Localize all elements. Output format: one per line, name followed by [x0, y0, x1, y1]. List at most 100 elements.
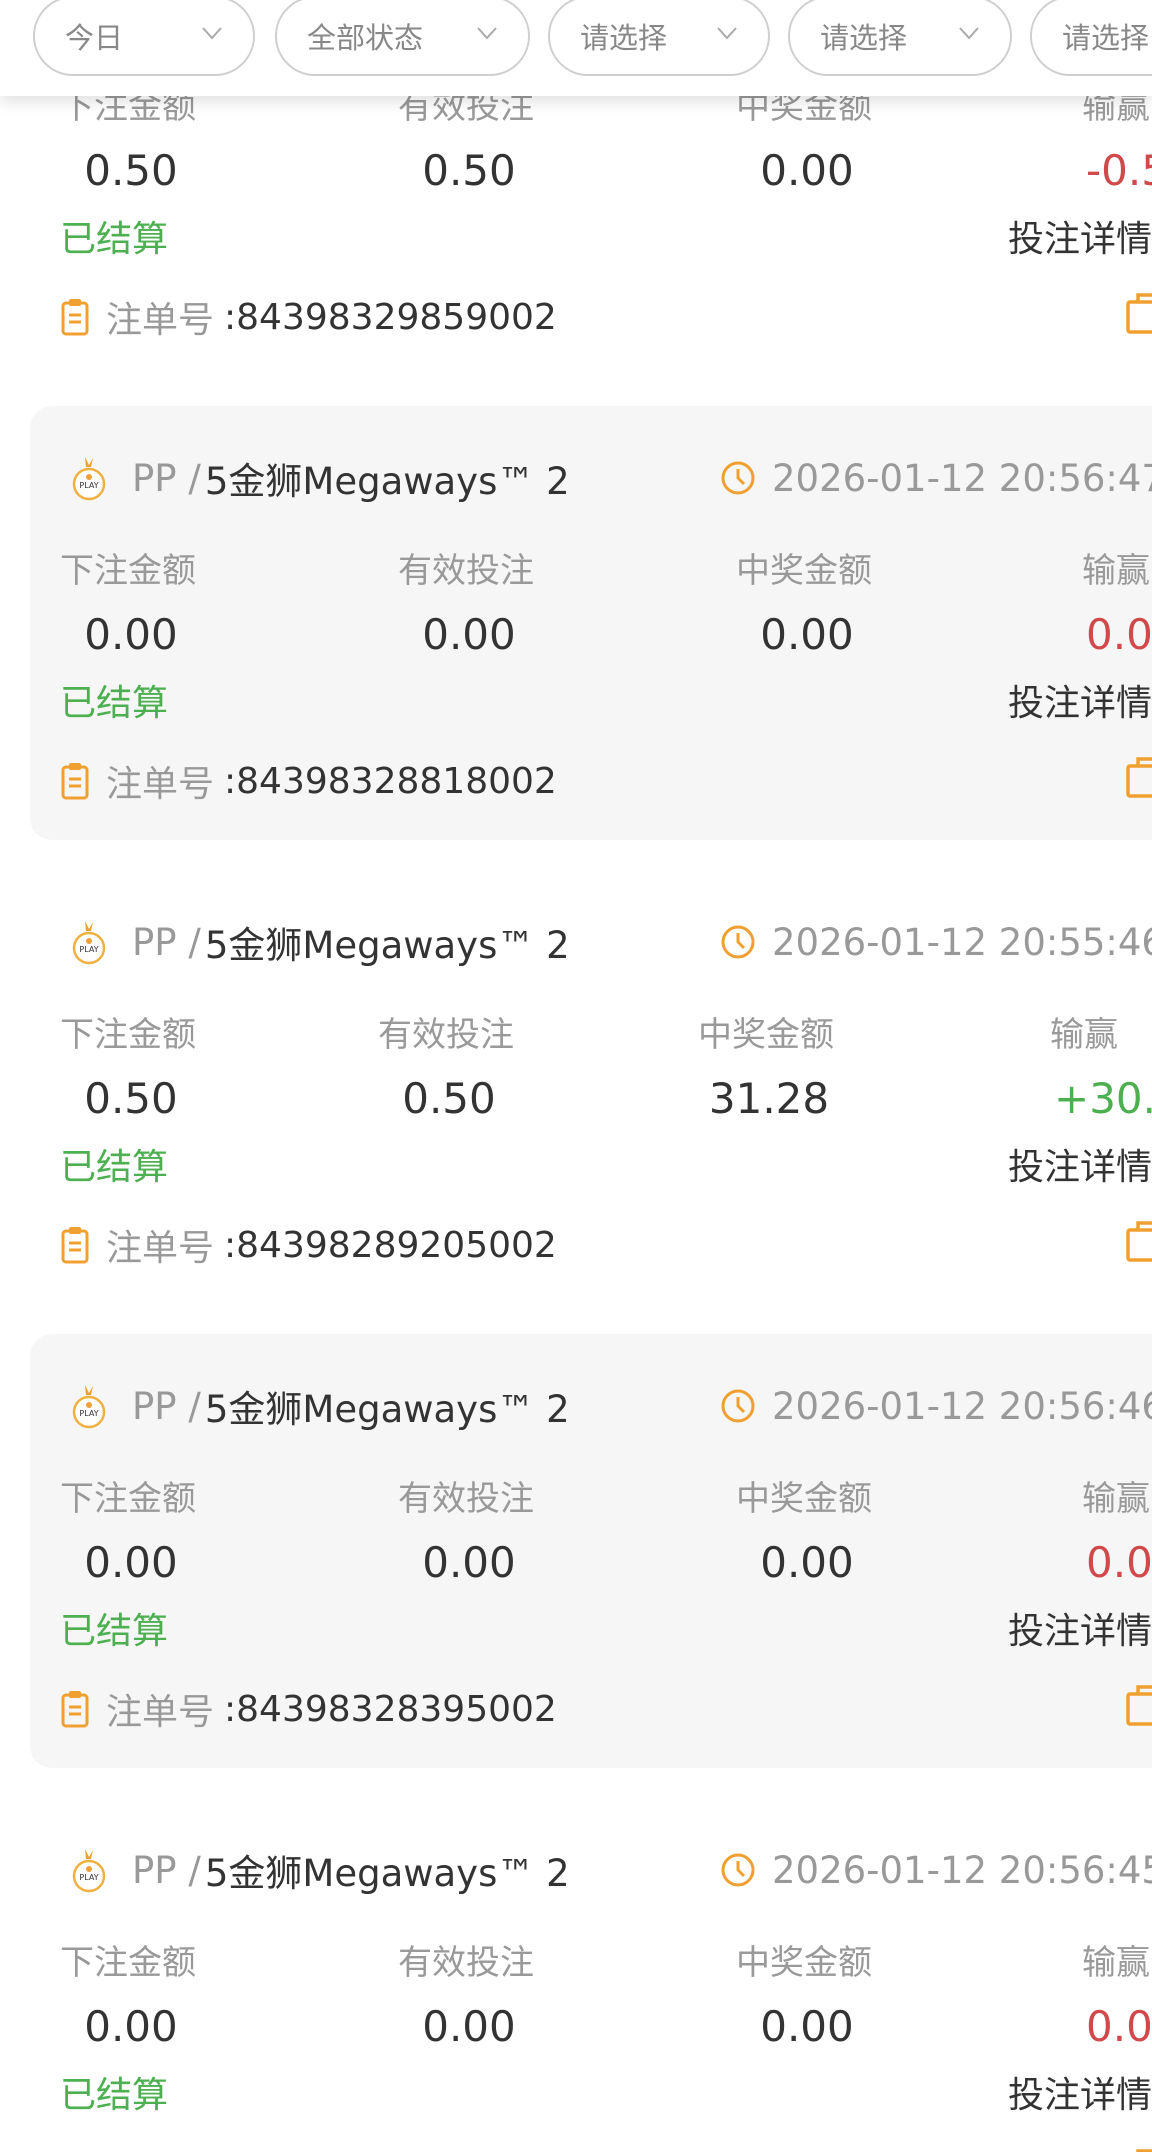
bet-record-card: PLAY PP / 5金狮Megaways™ 2 2026-01-12 20:5…: [30, 870, 1152, 1304]
clock-icon: [721, 1389, 755, 1423]
bet-time-text: 2026-01-12 20:56:47: [772, 456, 1152, 500]
win-amount-label: 中奖金额: [736, 1479, 872, 1519]
pragmatic-play-logo-icon: PLAY: [72, 1385, 106, 1429]
bet-amount-label: 下注金额: [60, 96, 196, 127]
win-amount-value: 0.00: [760, 146, 854, 195]
provider-name: PP /: [132, 1848, 201, 1892]
bet-amount-label: 下注金额: [60, 1015, 196, 1055]
win-amount-value: 0.00: [760, 2002, 854, 2051]
bet-detail-link[interactable]: 投注详情: [1008, 1147, 1152, 1188]
bet-amount-value: 0.50: [84, 1074, 178, 1123]
game-name: 5金狮Megaways™ 2: [204, 460, 570, 503]
order-number-label: 注单号: [106, 1692, 215, 1733]
copy-icon[interactable]: [1126, 2148, 1152, 2152]
filter-dropdown-2[interactable]: 全部状态: [275, 0, 530, 76]
valid-bet-value: 0.00: [422, 1538, 516, 1587]
bet-amount-value: 0.00: [84, 1538, 178, 1587]
profit-loss-label: 输赢: [1082, 1943, 1150, 1983]
bet-record-card: PLAY PP / 5金狮Megaways™ 2 2026-01-12 20:5…: [30, 406, 1152, 840]
filter-dropdown-4[interactable]: 请选择: [788, 0, 1012, 76]
bet-amount-label: 下注金额: [60, 1479, 196, 1519]
win-amount-value: 31.28: [708, 1074, 830, 1123]
game-title: PLAY PP / 5金狮Megaways™ 2: [70, 920, 570, 967]
pragmatic-play-logo-icon: PLAY: [72, 921, 106, 965]
win-amount-label: 中奖金额: [736, 551, 872, 591]
win-amount-label: 中奖金额: [736, 96, 872, 127]
filter-dropdown-3[interactable]: 请选择: [548, 0, 770, 76]
copy-icon[interactable]: [1126, 292, 1152, 334]
bet-time-text: 2026-01-12 20:55:46: [772, 920, 1152, 964]
win-amount-label: 中奖金额: [736, 1943, 872, 1983]
profit-loss-value: 0.00: [1086, 1538, 1152, 1587]
bet-detail-link[interactable]: 投注详情: [1008, 219, 1152, 260]
svg-text:PLAY: PLAY: [79, 1873, 98, 1882]
bet-amount-value: 0.00: [84, 610, 178, 659]
clock-icon: [721, 1853, 755, 1887]
filter-label: 请选择: [820, 21, 908, 55]
profit-loss-label: 输赢: [1082, 1479, 1150, 1519]
clipboard-icon: [61, 299, 89, 336]
provider-name: PP /: [132, 920, 201, 964]
bet-time-text: 2026-01-12 20:56:45: [772, 1848, 1152, 1892]
valid-bet-label: 有效投注: [398, 1479, 534, 1519]
pragmatic-play-logo-icon: PLAY: [72, 1849, 106, 1893]
clock-icon: [721, 925, 755, 959]
pragmatic-play-logo-icon: PLAY: [72, 457, 106, 501]
profit-loss-value: +30.78: [1054, 1074, 1152, 1123]
clipboard-icon: [61, 1691, 89, 1728]
profit-loss-value: 0.00: [1086, 610, 1152, 659]
bet-amount-value: 0.50: [84, 146, 178, 195]
clock-icon: [721, 461, 755, 495]
valid-bet-value: 0.00: [422, 610, 516, 659]
profit-loss-label: 输赢: [1050, 1015, 1118, 1055]
bet-record-card: PLAY PP / 5金狮Megaways™ 2 2026-01-12 20:5…: [30, 1798, 1152, 2152]
clipboard-icon: [61, 763, 89, 800]
svg-text:PLAY: PLAY: [79, 481, 98, 490]
order-number-value: :84398328395002: [224, 1688, 557, 1730]
profit-loss-label: 输赢: [1082, 551, 1150, 591]
copy-icon[interactable]: [1126, 1684, 1152, 1726]
status-badge: 已结算: [60, 2075, 169, 2116]
valid-bet-label: 有效投注: [398, 551, 534, 591]
win-amount-value: 0.00: [760, 610, 854, 659]
bet-record-list: PLAY PP / 5金狮Megaways™ 2 下注金额 0.50 有效投注 0.5…: [0, 96, 1152, 2152]
valid-bet-label: 有效投注: [398, 96, 534, 127]
bet-record-scroll-area[interactable]: PLAY PP / 5金狮Megaways™ 2 下注金额 0.50 有效投注 0.5…: [0, 96, 1152, 2152]
game-title: PLAY PP / 5金狮Megaways™ 2: [70, 1848, 570, 1895]
provider-name: PP /: [132, 456, 201, 500]
valid-bet-label: 有效投注: [398, 1943, 534, 1983]
game-title: PLAY PP / 5金狮Megaways™ 2: [70, 1384, 570, 1431]
valid-bet-value: 0.00: [422, 2002, 516, 2051]
win-amount-value: 0.00: [760, 1538, 854, 1587]
status-badge: 已结算: [60, 1147, 169, 1188]
copy-icon[interactable]: [1126, 756, 1152, 798]
bet-detail-link[interactable]: 投注详情: [1008, 683, 1152, 724]
valid-bet-value: 0.50: [402, 1074, 496, 1123]
filter-dropdown-1[interactable]: 今日: [33, 0, 255, 76]
clipboard-icon: [61, 1227, 89, 1264]
bet-detail-link[interactable]: 投注详情: [1008, 1611, 1152, 1652]
filter-dropdown-5[interactable]: 请选择: [1030, 0, 1152, 76]
chevron-down-icon: [717, 27, 737, 40]
game-name: 5金狮Megaways™ 2: [204, 1388, 570, 1431]
profit-loss-label: 输赢: [1082, 96, 1150, 127]
order-number: 注单号: [60, 2147, 224, 2152]
profit-loss-value: 0.00: [1086, 2002, 1152, 2051]
order-number-label: 注单号: [106, 764, 215, 805]
valid-bet-label: 有效投注: [378, 1015, 514, 1055]
bet-record-card: PLAY PP / 5金狮Megaways™ 2 下注金额0.50有效投注0.5…: [30, 96, 1152, 376]
win-amount-label: 中奖金额: [698, 1015, 834, 1055]
svg-text:PLAY: PLAY: [79, 945, 98, 954]
order-number-label: 注单号: [106, 2147, 214, 2152]
order-number-label: 注单号: [106, 300, 215, 341]
copy-icon[interactable]: [1126, 1220, 1152, 1262]
status-badge: 已结算: [60, 219, 169, 260]
bet-time: 2026-01-12 20:56:47: [720, 456, 1152, 500]
bet-detail-link[interactable]: 投注详情: [1008, 2075, 1152, 2116]
valid-bet-value: 0.50: [422, 146, 516, 195]
status-badge: 已结算: [60, 683, 169, 724]
filter-label: 今日: [65, 21, 124, 55]
bet-time: 2026-01-12 20:56:46: [720, 1384, 1152, 1428]
bet-record-card: PLAY PP / 5金狮Megaways™ 2 2026-01-12 20:5…: [30, 1334, 1152, 1768]
filter-label: 全部状态: [307, 21, 424, 55]
